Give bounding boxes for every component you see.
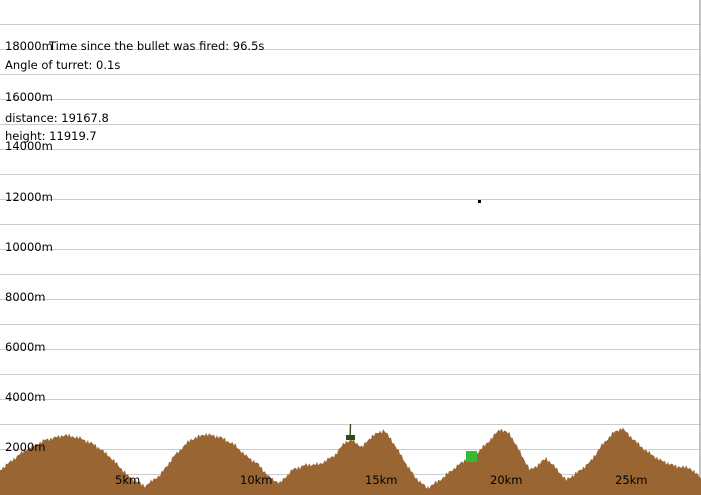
x-label: 20km <box>490 473 523 487</box>
y-label: 16000m <box>5 90 53 104</box>
x-label: 15km <box>365 473 398 487</box>
terrain <box>0 427 701 495</box>
y-label: 12000m <box>5 190 53 204</box>
target-block <box>466 451 477 462</box>
height-text: height: 11919.7 <box>5 129 97 143</box>
y-label: 6000m <box>5 340 46 354</box>
x-label: 10km <box>240 473 273 487</box>
y-label: 4000m <box>5 390 46 404</box>
cannon-base <box>346 435 355 440</box>
time-since-fired-text: Time since the bullet was fired: 96.5s <box>49 39 265 53</box>
x-label: 25km <box>615 473 648 487</box>
grid-lines <box>0 24 700 475</box>
projectile <box>478 200 481 203</box>
y-label: 8000m <box>5 290 46 304</box>
y-label: 2000m <box>5 440 46 454</box>
turret-angle-text: Angle of turret: 0.1s <box>5 58 121 72</box>
x-label: 5km <box>115 473 141 487</box>
distance-text: distance: 19167.8 <box>5 111 109 125</box>
y-label: 10000m <box>5 240 53 254</box>
y-label: 14000m <box>5 139 53 153</box>
y-label: 18000m <box>5 39 53 53</box>
cannon <box>346 423 355 441</box>
